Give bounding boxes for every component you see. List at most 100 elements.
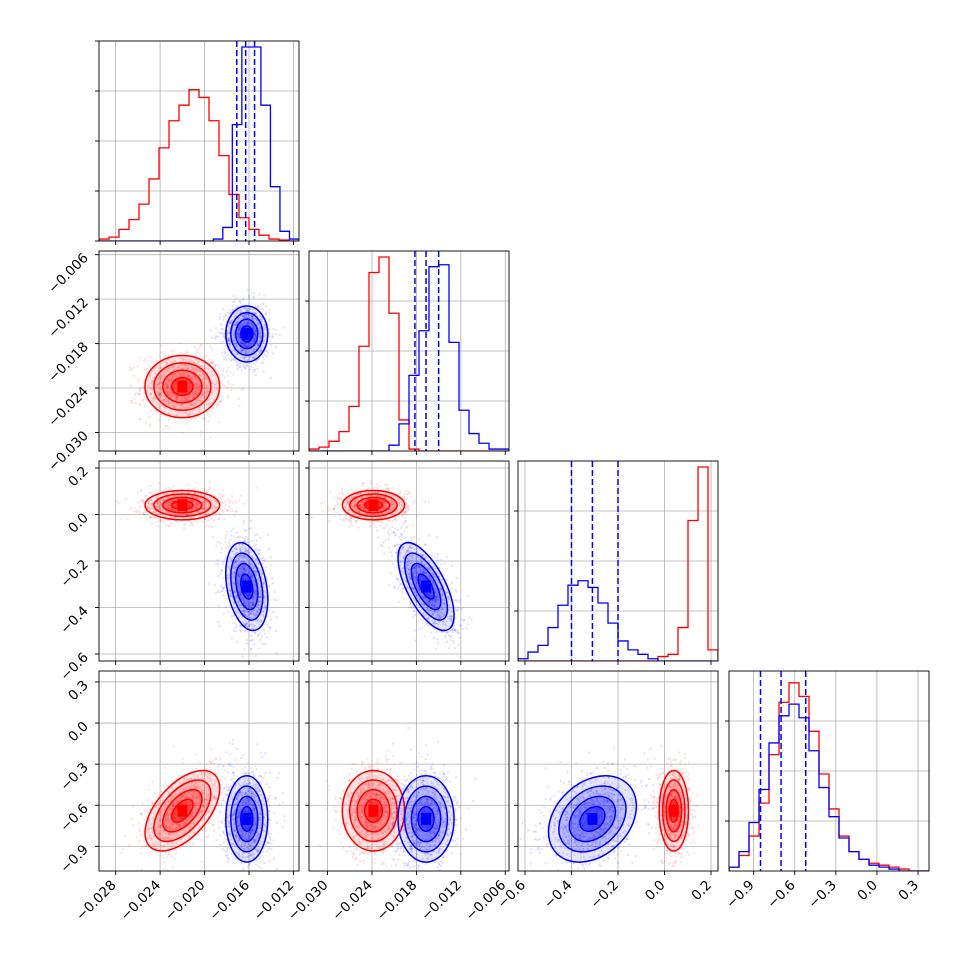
sample-point — [422, 499, 425, 502]
sample-point — [227, 353, 230, 356]
sample-point — [253, 334, 256, 337]
sample-point — [258, 342, 261, 345]
sample-point — [332, 508, 335, 511]
sample-point — [434, 597, 437, 600]
sample-point — [347, 509, 351, 512]
sample-point — [159, 519, 162, 522]
y-tick-label: −0.6 — [57, 650, 91, 684]
sample-point — [203, 508, 206, 511]
sample-point — [203, 518, 206, 521]
sample-point — [253, 328, 256, 331]
histogram-blue — [99, 46, 299, 241]
sample-point — [229, 322, 232, 325]
sample-point — [174, 374, 177, 377]
sample-point — [242, 565, 245, 568]
sample-point — [242, 344, 245, 347]
sample-point — [243, 555, 246, 559]
sample-point — [238, 604, 242, 607]
sample-point — [119, 517, 122, 521]
sample-point — [174, 413, 177, 416]
sample-point — [164, 502, 168, 505]
sample-point — [245, 322, 248, 325]
sample-point — [342, 494, 346, 497]
sample-point — [239, 341, 242, 344]
sample-point — [234, 323, 237, 326]
sample-point — [225, 359, 228, 362]
sample-point — [184, 396, 187, 400]
sample-point — [186, 407, 189, 410]
sample-point — [254, 590, 258, 593]
sample-point — [254, 333, 257, 336]
sample-point — [435, 596, 438, 599]
sample-point — [443, 599, 446, 602]
sample-point — [395, 510, 398, 513]
sample-point — [442, 592, 445, 595]
sample-point — [221, 489, 224, 492]
sample-point — [245, 622, 248, 626]
sample-point — [164, 505, 167, 508]
sample-point — [173, 414, 176, 417]
sample-point — [422, 563, 426, 566]
sample-point — [254, 549, 257, 552]
sample-point — [232, 337, 235, 340]
sample-point — [247, 600, 250, 603]
sample-point — [235, 344, 238, 347]
sample-point — [247, 613, 251, 616]
sample-point — [352, 501, 355, 505]
sample-point — [167, 418, 171, 421]
sample-point — [232, 582, 235, 585]
sample-point — [228, 584, 231, 587]
sample-point — [252, 337, 256, 340]
sample-point — [255, 573, 258, 577]
sample-point — [228, 541, 231, 545]
sample-point — [253, 337, 256, 340]
sample-point — [99, 377, 101, 380]
sample-point — [166, 496, 169, 499]
sample-point — [233, 330, 236, 334]
sample-point — [231, 501, 234, 504]
sample-point — [251, 577, 254, 580]
sample-point — [275, 652, 278, 655]
sample-point — [232, 358, 235, 361]
sample-point — [230, 534, 233, 537]
sample-point — [258, 548, 261, 551]
sample-point — [322, 510, 325, 513]
sample-point — [191, 508, 195, 511]
sample-point — [252, 603, 255, 606]
sample-point — [250, 611, 253, 614]
sample-point — [246, 307, 249, 310]
sample-point — [383, 526, 386, 529]
sample-point — [269, 627, 272, 630]
sample-point — [169, 394, 172, 397]
sample-point — [239, 365, 242, 368]
sample-point — [167, 412, 170, 415]
sample-point — [418, 580, 422, 583]
sample-point — [389, 507, 392, 510]
sample-point — [230, 388, 233, 391]
sample-point — [145, 390, 148, 393]
sample-point — [202, 391, 206, 394]
sample-point — [172, 360, 175, 363]
sample-point — [164, 487, 168, 490]
sample-point — [248, 561, 251, 564]
sample-point — [449, 617, 452, 620]
sample-point — [332, 507, 335, 510]
sample-point — [215, 327, 218, 330]
sample-point — [236, 364, 239, 367]
sample-point — [246, 345, 249, 348]
sample-point — [195, 481, 198, 484]
sample-point — [234, 510, 237, 514]
sample-point — [172, 373, 175, 376]
sample-point — [231, 383, 234, 386]
sample-point — [350, 516, 353, 520]
sample-point — [376, 495, 379, 498]
sample-point — [237, 580, 240, 583]
y-tick-label: −0.024 — [45, 384, 92, 431]
sample-point — [187, 505, 190, 508]
sample-point — [351, 505, 354, 508]
sample-point — [242, 610, 245, 613]
sample-point — [191, 367, 194, 370]
sample-point — [145, 517, 149, 521]
sample-point — [233, 590, 236, 593]
sample-point — [396, 508, 399, 511]
